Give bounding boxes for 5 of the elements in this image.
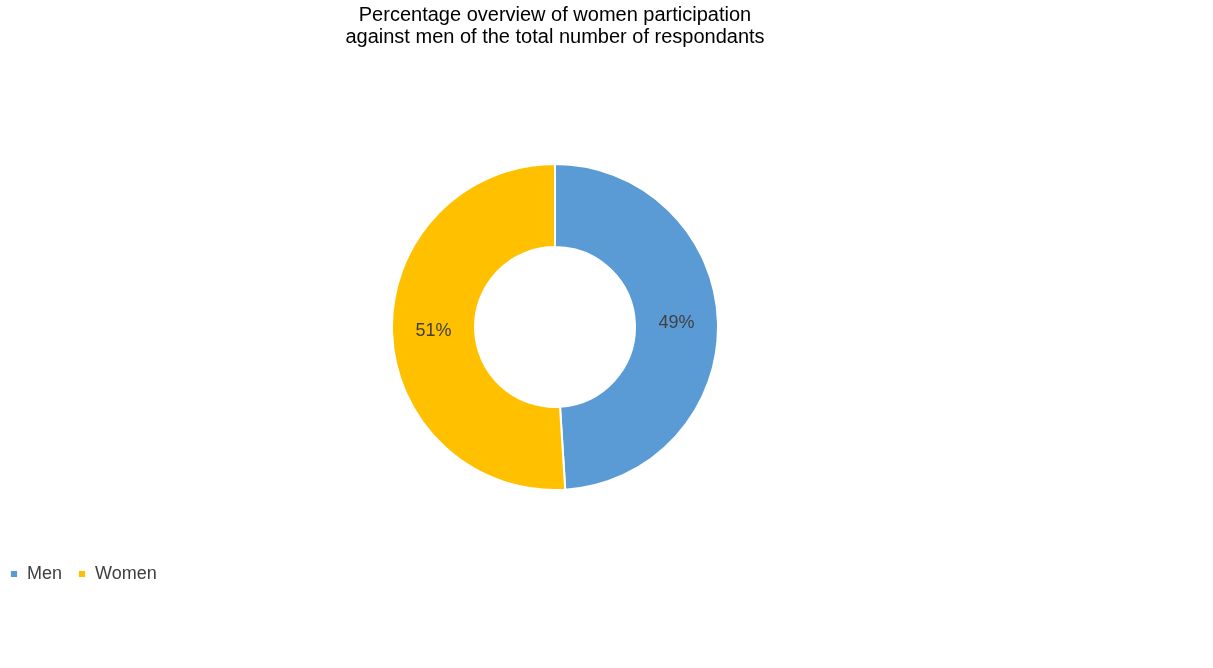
chart-title: Percentage overview of women participation against men of the total number of respondants xyxy=(345,3,765,47)
legend-label: Men xyxy=(27,563,63,583)
legend-label: Women xyxy=(95,563,157,583)
data-label: 49% xyxy=(658,312,695,333)
data-label: 51% xyxy=(415,319,452,340)
